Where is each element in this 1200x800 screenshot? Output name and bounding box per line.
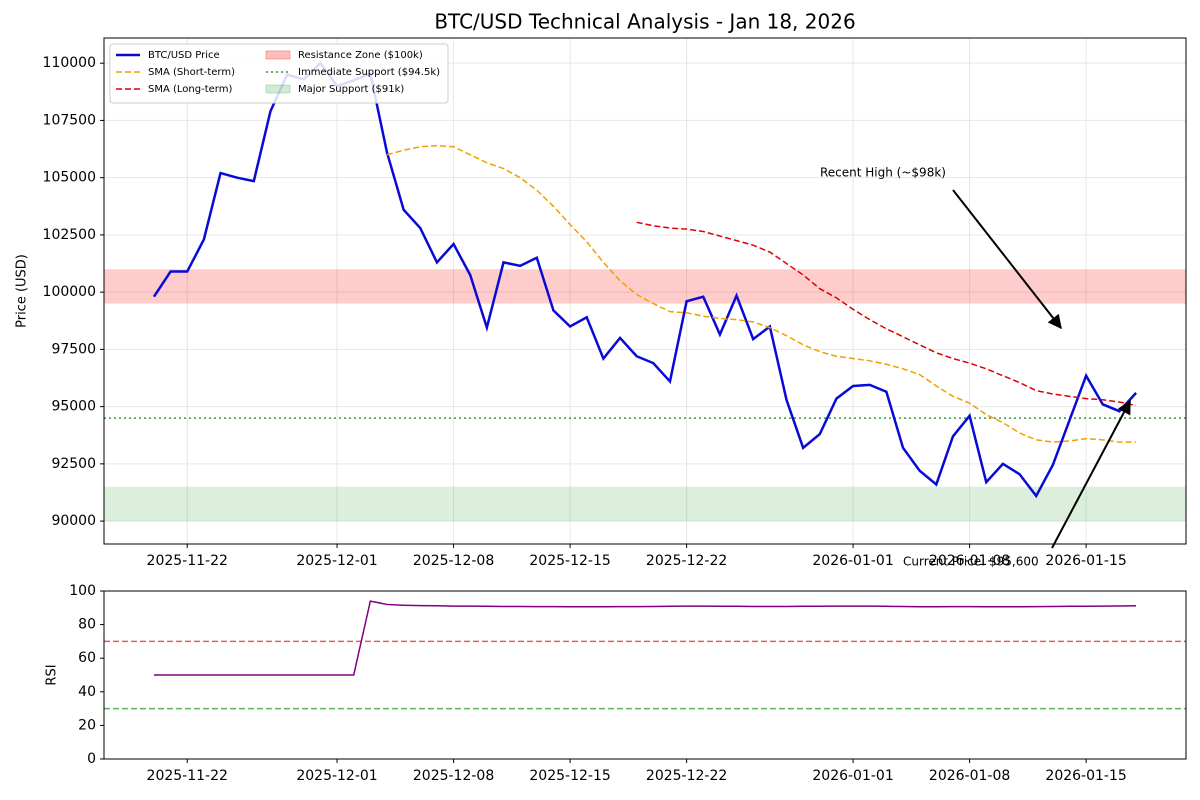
legend-swatch bbox=[265, 50, 291, 60]
x-tick-label: 2026-01-08 bbox=[929, 768, 1010, 784]
x-tick-label: 2025-12-22 bbox=[646, 768, 727, 784]
x-tick-label: 2025-12-15 bbox=[529, 553, 610, 569]
plot-layer: 90000 92500 95000 97500 100000 102500 105000 10… bbox=[43, 37, 1187, 784]
x-tick-label: 2026-01-08 bbox=[929, 553, 1010, 569]
x-tick-label: 2025-11-22 bbox=[147, 768, 228, 784]
y-tick-label: 105000 bbox=[43, 170, 96, 186]
y-tick-label: 95000 bbox=[51, 399, 96, 415]
y-axis-label: RSI bbox=[45, 664, 60, 685]
y-tick-label: 100000 bbox=[43, 284, 96, 300]
plot-frame bbox=[103, 590, 1187, 760]
y-tick-label: 107500 bbox=[43, 112, 96, 128]
y-tick-label: 110000 bbox=[43, 55, 96, 71]
x-tick-label: 2026-01-15 bbox=[1045, 553, 1126, 569]
y-tick-label: 100 bbox=[69, 583, 96, 599]
series-line bbox=[386, 144, 1137, 443]
y-tick-label: 102500 bbox=[43, 227, 96, 243]
annotation: Recent High (~$98k) bbox=[820, 166, 946, 180]
x-tick-label: 2026-01-01 bbox=[812, 553, 893, 569]
x-tick-label: 2026-01-01 bbox=[812, 768, 893, 784]
band bbox=[104, 269, 1186, 304]
x-tick-label: 2025-11-22 bbox=[147, 553, 228, 569]
legend-label: Immediate Support ($94.5k) bbox=[298, 67, 440, 78]
legend-label: BTC/USD Price bbox=[148, 50, 220, 61]
y-tick-label: 90000 bbox=[51, 513, 96, 529]
plot-frame bbox=[103, 37, 1187, 545]
annotation-arrow bbox=[952, 189, 1062, 330]
annotation: Current Price: $95,600 bbox=[903, 555, 1039, 569]
y-tick-label: 92500 bbox=[51, 456, 96, 472]
y-tick-label: 40 bbox=[78, 684, 96, 700]
x-tick-label: 2025-12-22 bbox=[646, 553, 727, 569]
legend: BTC/USD Price SMA (Short-term) SMA (Long-t… bbox=[109, 43, 449, 104]
legend-label: SMA (Long-term) bbox=[148, 84, 232, 95]
y-axis-label: Price (USD) bbox=[15, 254, 30, 328]
y-tick-label: 60 bbox=[78, 650, 96, 666]
series-line bbox=[636, 221, 1137, 407]
y-tick-label: 0 bbox=[87, 751, 96, 767]
band bbox=[104, 486, 1186, 522]
y-tick-label: 97500 bbox=[51, 341, 96, 357]
x-tick-label: 2025-12-01 bbox=[296, 768, 377, 784]
legend-frame bbox=[109, 43, 449, 104]
x-tick-label: 2025-12-08 bbox=[413, 768, 494, 784]
x-tick-label: 2025-12-01 bbox=[296, 553, 377, 569]
x-tick-label: 2025-12-15 bbox=[529, 768, 610, 784]
y-tick-label: 80 bbox=[78, 617, 96, 633]
chart-title: BTC/USD Technical Analysis - Jan 18, 202… bbox=[434, 10, 855, 34]
legend-label: Major Support ($91k) bbox=[298, 84, 404, 95]
y-tick-label: 20 bbox=[78, 717, 96, 733]
legend-label: Resistance Zone ($100k) bbox=[298, 50, 423, 61]
x-tick-label: 2025-12-08 bbox=[413, 553, 494, 569]
annotation-arrow bbox=[1051, 399, 1131, 549]
legend-swatch bbox=[265, 84, 291, 94]
x-tick-label: 2026-01-15 bbox=[1045, 768, 1126, 784]
series-line bbox=[153, 600, 1137, 676]
legend-label: SMA (Short-term) bbox=[148, 67, 235, 78]
